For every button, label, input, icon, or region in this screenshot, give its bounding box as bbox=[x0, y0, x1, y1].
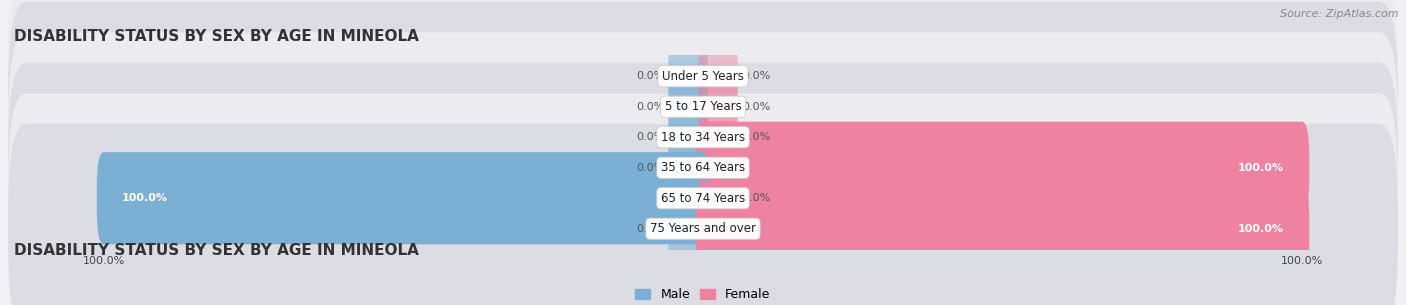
Text: 75 Years and over: 75 Years and over bbox=[650, 222, 756, 235]
FancyBboxPatch shape bbox=[8, 93, 1398, 303]
Text: 65 to 74 Years: 65 to 74 Years bbox=[661, 192, 745, 205]
Text: 0.0%: 0.0% bbox=[636, 163, 664, 173]
Text: 0.0%: 0.0% bbox=[636, 132, 664, 142]
Text: 18 to 34 Years: 18 to 34 Years bbox=[661, 131, 745, 144]
Text: DISABILITY STATUS BY SEX BY AGE IN MINEOLA: DISABILITY STATUS BY SEX BY AGE IN MINEO… bbox=[14, 243, 419, 258]
FancyBboxPatch shape bbox=[699, 103, 738, 171]
FancyBboxPatch shape bbox=[699, 164, 738, 232]
FancyBboxPatch shape bbox=[699, 73, 738, 141]
Text: 0.0%: 0.0% bbox=[742, 102, 770, 112]
Text: 100.0%: 100.0% bbox=[1239, 224, 1284, 234]
FancyBboxPatch shape bbox=[668, 73, 707, 141]
FancyBboxPatch shape bbox=[8, 2, 1398, 212]
FancyBboxPatch shape bbox=[668, 134, 707, 202]
FancyBboxPatch shape bbox=[668, 195, 707, 263]
Text: 100.0%: 100.0% bbox=[122, 193, 167, 203]
Text: 0.0%: 0.0% bbox=[636, 71, 664, 81]
FancyBboxPatch shape bbox=[97, 152, 710, 244]
FancyBboxPatch shape bbox=[668, 103, 707, 171]
Legend: Male, Female: Male, Female bbox=[630, 283, 776, 305]
Text: 0.0%: 0.0% bbox=[742, 132, 770, 142]
FancyBboxPatch shape bbox=[668, 42, 707, 110]
Text: 0.0%: 0.0% bbox=[636, 224, 664, 234]
Text: 35 to 64 Years: 35 to 64 Years bbox=[661, 161, 745, 174]
Text: Under 5 Years: Under 5 Years bbox=[662, 70, 744, 83]
FancyBboxPatch shape bbox=[696, 183, 1309, 275]
Text: 0.0%: 0.0% bbox=[636, 102, 664, 112]
Text: 0.0%: 0.0% bbox=[742, 71, 770, 81]
Text: DISABILITY STATUS BY SEX BY AGE IN MINEOLA: DISABILITY STATUS BY SEX BY AGE IN MINEO… bbox=[14, 29, 419, 44]
FancyBboxPatch shape bbox=[8, 0, 1398, 181]
Text: Source: ZipAtlas.com: Source: ZipAtlas.com bbox=[1281, 9, 1399, 19]
FancyBboxPatch shape bbox=[699, 42, 738, 110]
FancyBboxPatch shape bbox=[696, 122, 1309, 214]
Text: 100.0%: 100.0% bbox=[1239, 163, 1284, 173]
FancyBboxPatch shape bbox=[8, 32, 1398, 242]
Text: 0.0%: 0.0% bbox=[742, 193, 770, 203]
FancyBboxPatch shape bbox=[8, 124, 1398, 305]
FancyBboxPatch shape bbox=[8, 63, 1398, 273]
Text: 5 to 17 Years: 5 to 17 Years bbox=[665, 100, 741, 113]
